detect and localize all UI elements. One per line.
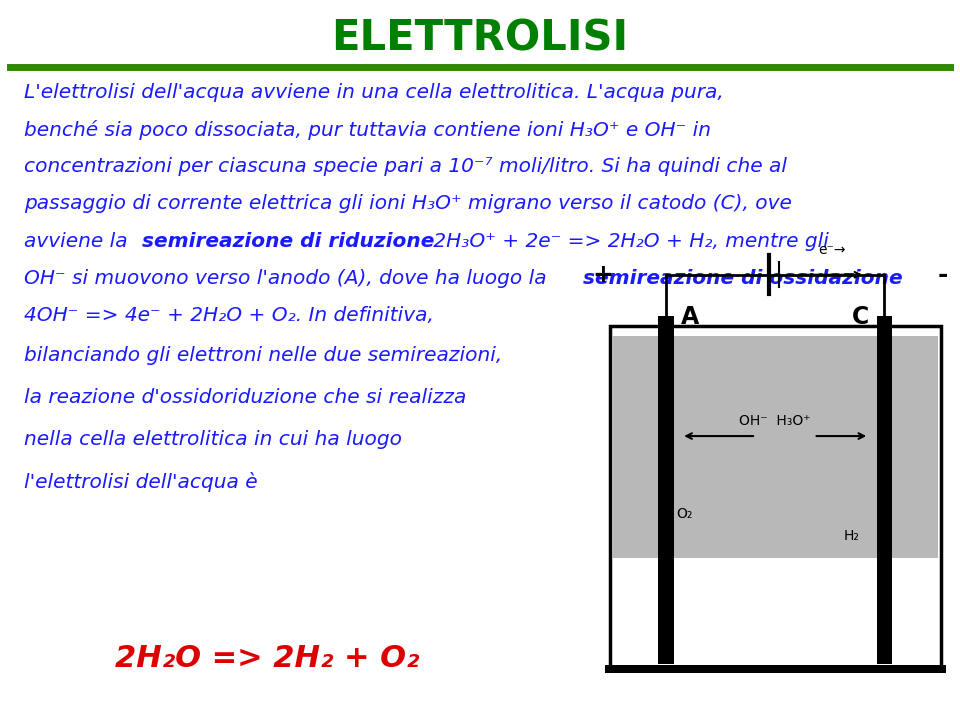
Text: e⁻→: e⁻→ <box>819 243 846 257</box>
Bar <box>605 665 946 673</box>
Text: O₂: O₂ <box>677 507 693 521</box>
Text: bilanciando gli elettroni nelle due semireazioni,: bilanciando gli elettroni nelle due semi… <box>24 346 502 365</box>
Text: OH⁻  H₃O⁺: OH⁻ H₃O⁺ <box>739 414 811 428</box>
Bar <box>610 326 941 667</box>
Text: semireazione di ossidazione: semireazione di ossidazione <box>583 268 902 288</box>
Bar <box>659 315 674 664</box>
Text: nella cella elettrolitica in cui ha luogo: nella cella elettrolitica in cui ha luog… <box>24 430 402 449</box>
Bar <box>612 336 938 558</box>
Text: concentrazioni per ciascuna specie pari a 10⁻⁷ moli/litro. Si ha quindi che al: concentrazioni per ciascuna specie pari … <box>24 157 787 177</box>
Text: avviene la: avviene la <box>24 231 134 251</box>
Text: -: - <box>938 263 948 287</box>
Text: 2H₃O⁺ + 2e⁻ => 2H₂O + H₂, mentre gli: 2H₃O⁺ + 2e⁻ => 2H₂O + H₂, mentre gli <box>427 231 829 251</box>
Text: benché sia poco dissociata, pur tuttavia contiene ioni H₃O⁺ e OH⁻ in: benché sia poco dissociata, pur tuttavia… <box>24 120 711 139</box>
Text: A: A <box>682 305 700 329</box>
Text: 4OH⁻ => 4e⁻ + 2H₂O + O₂. In definitiva,: 4OH⁻ => 4e⁻ + 2H₂O + O₂. In definitiva, <box>24 306 434 325</box>
Text: L'elettrolisi dell'acqua avviene in una cella elettrolitica. L'acqua pura,: L'elettrolisi dell'acqua avviene in una … <box>24 83 724 102</box>
Text: l'elettrolisi dell'acqua è: l'elettrolisi dell'acqua è <box>24 472 257 491</box>
Text: passaggio di corrente elettrica gli ioni H₃O⁺ migrano verso il catodo (C), ove: passaggio di corrente elettrica gli ioni… <box>24 194 792 214</box>
Text: 2H₂O => 2H₂ + O₂: 2H₂O => 2H₂ + O₂ <box>115 644 420 674</box>
Text: semireazione di riduzione: semireazione di riduzione <box>142 231 435 251</box>
Text: C: C <box>852 305 869 329</box>
Text: la reazione d'ossidoriduzione che si realizza: la reazione d'ossidoriduzione che si rea… <box>24 388 467 407</box>
Text: OH⁻ si muovono verso l'anodo (A), dove ha luogo la: OH⁻ si muovono verso l'anodo (A), dove h… <box>24 268 553 288</box>
Text: +: + <box>592 263 613 287</box>
Bar <box>876 315 892 664</box>
Text: H₂: H₂ <box>844 529 859 543</box>
Text: ELETTROLISI: ELETTROLISI <box>331 18 629 60</box>
